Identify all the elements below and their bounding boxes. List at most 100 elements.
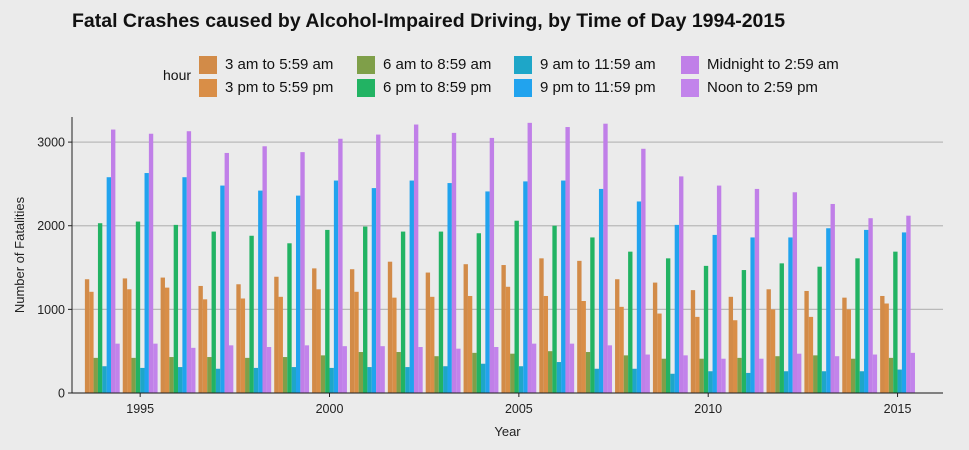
bar [598, 188, 604, 393]
bar [864, 229, 869, 393]
bar [501, 265, 506, 393]
bar [320, 355, 326, 393]
bar [670, 373, 675, 393]
bar [628, 251, 633, 393]
bar [746, 372, 751, 393]
bar [842, 297, 847, 393]
bar [338, 138, 343, 393]
bar [160, 277, 165, 393]
legend-label: 6 am to 8:59 am [383, 56, 492, 73]
bar [594, 368, 599, 393]
bar [392, 297, 397, 393]
bar [683, 355, 688, 393]
bar [240, 298, 246, 393]
bar [84, 279, 90, 393]
legend-swatch [681, 79, 699, 97]
bar [750, 237, 755, 393]
bar [164, 287, 170, 393]
bar [505, 286, 511, 393]
bar [531, 343, 537, 393]
bar [783, 371, 789, 393]
bar [741, 270, 747, 393]
bar [122, 278, 128, 393]
bar [821, 371, 827, 393]
legend-label: 3 am to 5:59 am [225, 56, 334, 73]
bar [906, 215, 911, 393]
bar [817, 266, 822, 393]
bar [106, 177, 112, 393]
bar [657, 313, 662, 393]
legend-label: 6 pm to 8:59 pm [383, 79, 492, 96]
y-axis-title: Number of Fatalities [12, 196, 27, 313]
bar [850, 358, 856, 393]
bar [463, 264, 468, 393]
bar [316, 289, 321, 393]
bar [325, 229, 330, 393]
bar [312, 268, 317, 393]
bar [813, 355, 818, 393]
bar [775, 356, 780, 393]
bar [387, 261, 393, 393]
bar [485, 191, 490, 393]
bar [430, 296, 435, 393]
legend-label: Midnight to 2:59 am [707, 56, 839, 73]
bar [868, 218, 873, 393]
bar [830, 203, 835, 393]
bar [173, 224, 179, 393]
bar [300, 152, 305, 393]
bar [855, 258, 860, 393]
bar [371, 188, 377, 393]
bar [425, 272, 431, 393]
bar [523, 181, 528, 393]
bar [737, 357, 742, 393]
bar [333, 180, 339, 393]
bar [266, 347, 272, 393]
bar [405, 367, 410, 393]
y-tick-label: 3000 [37, 136, 65, 150]
bar [409, 180, 414, 393]
bar [400, 231, 406, 393]
bar [615, 279, 620, 393]
y-tick-label: 1000 [37, 303, 65, 317]
bar [636, 201, 642, 393]
bar [548, 351, 553, 393]
bar [518, 366, 524, 393]
bar [712, 234, 717, 393]
bar [287, 243, 292, 393]
legend-label: 9 am to 11:59 am [540, 56, 656, 73]
bar [699, 358, 704, 393]
bar [153, 343, 158, 393]
x-tick-label: 2000 [316, 402, 344, 416]
bar [258, 190, 263, 393]
bar [539, 258, 544, 393]
bar [467, 295, 473, 393]
bar [808, 316, 814, 393]
bar [674, 224, 680, 393]
bar [224, 152, 229, 393]
x-tick-label: 2010 [694, 402, 722, 416]
bar [202, 299, 208, 393]
y-tick-label: 2000 [37, 219, 65, 233]
bar [376, 134, 381, 393]
bar [708, 371, 713, 393]
bar [770, 309, 776, 393]
bar [792, 192, 798, 393]
bar [111, 129, 116, 394]
bar [434, 356, 439, 393]
bar [880, 295, 885, 393]
bar [278, 296, 283, 393]
bar [703, 265, 709, 393]
bar [797, 353, 802, 393]
bar [178, 367, 183, 393]
bar [438, 231, 444, 393]
bar [349, 269, 355, 393]
chart-title: Fatal Crashes caused by Alcohol-Impaired… [72, 10, 786, 32]
bar [447, 183, 452, 393]
bar [211, 231, 216, 393]
bar [236, 284, 241, 393]
bars [84, 122, 915, 394]
legend-swatch [199, 79, 217, 97]
bar [262, 146, 267, 393]
bar [652, 282, 658, 393]
bar [296, 195, 301, 393]
